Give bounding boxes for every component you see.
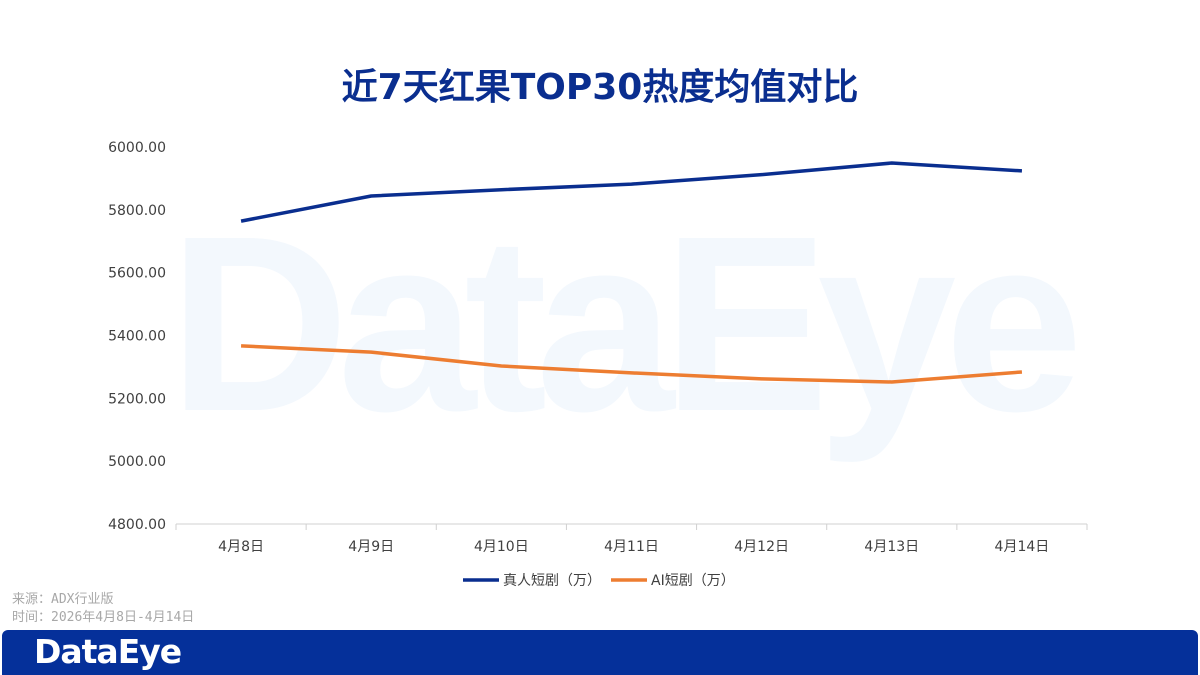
x-tick-label: 4月11日 xyxy=(604,539,659,555)
y-tick-label: 5000.00 xyxy=(108,454,166,470)
y-tick-label: 6000.00 xyxy=(108,140,166,156)
legend-label: 真人短剧（万） xyxy=(503,573,601,589)
x-tick-label: 4月8日 xyxy=(218,539,264,555)
x-tick-label: 4月10日 xyxy=(474,539,529,555)
y-tick-label: 5800.00 xyxy=(108,203,166,219)
watermark: DataEye xyxy=(169,184,1076,463)
x-tick-label: 4月12日 xyxy=(734,539,789,555)
source-note: 来源：ADX行业版 xyxy=(12,592,114,607)
y-tick-label: 5600.00 xyxy=(108,266,166,282)
footer-logo: DataEye xyxy=(34,632,182,671)
time-note: 时间：2026年4月8日-4月14日 xyxy=(12,610,195,625)
chart-title: 近7天红果TOP30热度均值对比 xyxy=(341,67,859,108)
line-chart: DataEye 4800.00 5000.00 5200.00 5400.00 5600.… xyxy=(108,140,1088,589)
legend-label: AI短剧（万） xyxy=(651,573,735,589)
x-tick-label: 4月14日 xyxy=(995,539,1050,555)
footer-bar: DataEye xyxy=(2,630,1198,675)
y-tick-label: 5200.00 xyxy=(108,391,166,407)
x-tick-label: 4月13日 xyxy=(864,539,919,555)
y-tick-label: 5400.00 xyxy=(108,329,166,345)
y-tick-label: 4800.00 xyxy=(108,517,166,533)
x-tick-label: 4月9日 xyxy=(348,539,394,555)
